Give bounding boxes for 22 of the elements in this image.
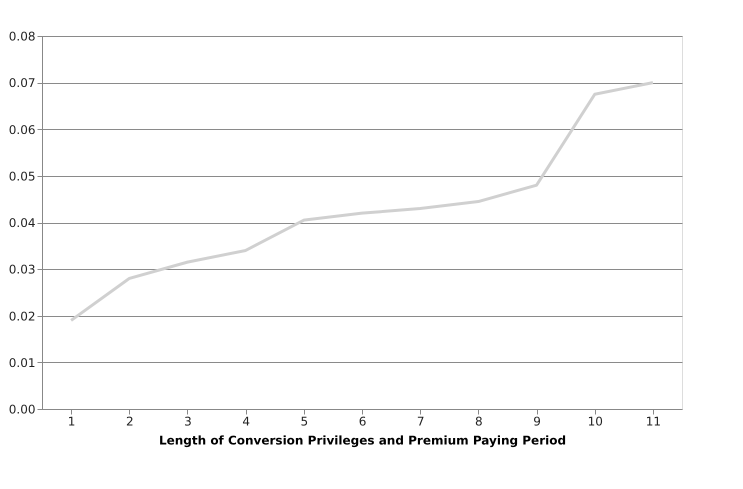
x-tick-label: 5 xyxy=(300,414,308,428)
x-tick-label: 3 xyxy=(184,414,192,428)
y-tick-label: 0.00 xyxy=(8,402,36,416)
x-tick-label: 2 xyxy=(126,414,134,428)
y-tick-label: 0.06 xyxy=(8,122,36,137)
x-tick-label: 6 xyxy=(358,414,366,428)
line-series xyxy=(70,81,654,322)
x-tick-label: 9 xyxy=(533,414,541,428)
x-tick-label: 11 xyxy=(646,414,662,428)
x-tick-label: 1 xyxy=(68,414,76,428)
y-tick-label: 0.03 xyxy=(8,262,36,277)
y-tick-label: 0.07 xyxy=(8,76,36,90)
x-tick-label: 7 xyxy=(416,414,424,428)
x-tick-label: 10 xyxy=(588,414,603,428)
y-tick-label: 0.08 xyxy=(8,30,36,44)
y-tick-label: 0.05 xyxy=(8,169,36,184)
y-tick-label: 0.01 xyxy=(8,356,36,370)
x-tick-label: 4 xyxy=(242,414,250,428)
x-axis-title: Length of Conversion Privileges and Premium Paying Period xyxy=(158,434,566,448)
y-tick-label: 0.02 xyxy=(8,309,36,324)
x-tick-label: 8 xyxy=(475,414,483,428)
y-tick-label: 0.04 xyxy=(8,216,36,230)
